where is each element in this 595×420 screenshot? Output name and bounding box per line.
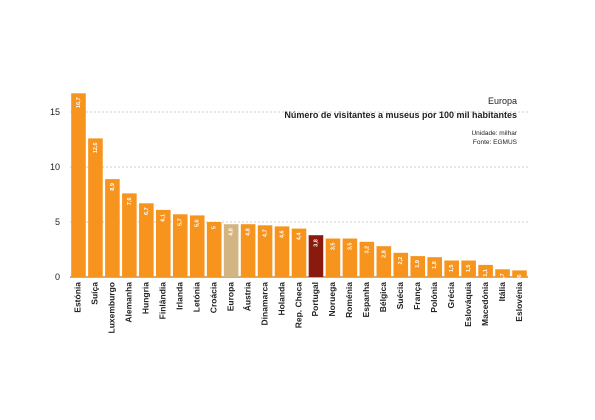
bar xyxy=(71,93,86,277)
category-label: Hungria xyxy=(141,282,151,314)
category-label: Bélgica xyxy=(378,282,388,313)
bar xyxy=(478,264,493,277)
category-label: Dinamarca xyxy=(259,282,269,326)
category-label: Itália xyxy=(497,282,507,302)
y-tick-label: 15 xyxy=(50,107,60,117)
bar-value-label: 7,6 xyxy=(127,197,133,205)
bar xyxy=(122,193,137,277)
category-label: Letónia xyxy=(191,282,201,312)
bar-value-label: 1,8 xyxy=(432,261,438,269)
bar xyxy=(495,269,510,277)
category-label: Suíça xyxy=(90,282,100,305)
category-label: Eslovénia xyxy=(514,282,524,322)
bar xyxy=(88,138,103,277)
category-label: Suécia xyxy=(395,282,405,310)
bar-value-label: 5,6 xyxy=(195,219,201,227)
bars: 16,7 12,6 8,9 7,6 6,7 6,1 5,7 5,6 5 4,8 4,8 4,7 4,6 4… xyxy=(71,93,527,282)
y-tick-label: 10 xyxy=(50,162,60,172)
category-label: Áustria xyxy=(242,282,252,312)
category-label: Finlândia xyxy=(158,282,168,320)
bar-value-label: 2,2 xyxy=(398,257,404,265)
bar xyxy=(274,226,290,277)
bar-value-label: 4,8 xyxy=(229,228,235,236)
bar-value-label: 3,5 xyxy=(330,243,336,251)
category-label: Polónia xyxy=(429,282,439,313)
bar xyxy=(444,260,459,277)
bar xyxy=(139,203,154,277)
bar-value-label: 3,2 xyxy=(364,246,370,254)
category-label: Portugal xyxy=(310,282,320,316)
bar-value-label: 8,9 xyxy=(110,183,116,191)
bar-value-label: 12,6 xyxy=(93,142,99,153)
unit-note: Unidade: milhar xyxy=(471,130,517,137)
bar xyxy=(172,214,188,277)
bar xyxy=(461,260,476,277)
bar-value-label: 0,7 xyxy=(500,273,506,281)
bar xyxy=(512,270,527,277)
category-labels: Estónia Suíça Luxemburgo Alemanha Hungria Fin… xyxy=(73,282,524,334)
bar-value-label: 5 xyxy=(212,226,218,229)
category-label: Irlanda xyxy=(175,282,185,310)
bar-value-label: 6,1 xyxy=(161,214,167,222)
category-label: Roménia xyxy=(344,282,354,318)
bar-value-label: 4,8 xyxy=(246,228,252,236)
chart-titles: Europa Número de visitantes a museus por… xyxy=(284,96,517,146)
category-label: Macedónia xyxy=(480,282,490,326)
bar xyxy=(342,238,358,277)
category-label: Noruega xyxy=(327,282,337,317)
bar-value-label: 0,6 xyxy=(517,274,523,282)
gridlines xyxy=(70,111,528,223)
bar xyxy=(410,256,426,277)
category-label: Holanda xyxy=(276,282,286,316)
category-label: Europa xyxy=(225,282,235,312)
bar xyxy=(156,209,171,277)
bar xyxy=(325,238,341,277)
y-tick-label: 0 xyxy=(55,272,60,282)
bar xyxy=(427,257,442,277)
bar xyxy=(206,222,222,277)
bar xyxy=(240,224,256,277)
bar-value-label: 4,7 xyxy=(263,229,269,237)
bar-value-label: 1,5 xyxy=(449,265,455,273)
bar-value-label: 5,7 xyxy=(178,218,184,226)
category-label: Luxemburgo xyxy=(107,282,117,333)
bar-value-label: 3,8 xyxy=(313,239,319,247)
bar xyxy=(105,179,120,277)
category-label: Grécia xyxy=(446,282,456,309)
chart-title: Número de visitantes a museus por 100 mi… xyxy=(284,110,517,120)
category-label: França xyxy=(412,282,422,310)
bar-value-label: 1,1 xyxy=(483,269,489,277)
bar-value-label: 16,7 xyxy=(76,97,82,108)
category-label: Croácia xyxy=(208,282,218,313)
bar-value-label: 4,6 xyxy=(279,230,285,238)
category-label: Rep. Checa xyxy=(293,282,303,329)
bar xyxy=(359,241,375,277)
category-label: Eslováquia xyxy=(463,282,473,327)
bar-value-label: 6,7 xyxy=(144,207,150,215)
bar-value-label: 1,5 xyxy=(466,265,472,273)
source-note: Fonte: EGMUS xyxy=(473,139,518,146)
chart-region: Europa xyxy=(488,96,517,106)
category-label: Estónia xyxy=(73,282,83,313)
bar xyxy=(257,225,273,277)
bar-value-label: 3,5 xyxy=(347,243,353,251)
bar xyxy=(291,228,307,277)
bar-value-label: 2,8 xyxy=(381,250,387,258)
category-label: Espanha xyxy=(361,282,371,318)
bar xyxy=(376,246,392,277)
bar xyxy=(393,252,409,277)
bar-value-label: 1,9 xyxy=(415,260,421,268)
bar xyxy=(223,224,239,277)
category-label: Alemanha xyxy=(124,282,134,323)
y-tick-label: 5 xyxy=(55,217,60,227)
bar xyxy=(308,235,324,277)
bar xyxy=(189,215,205,277)
bar-value-label: 4,4 xyxy=(296,232,302,241)
